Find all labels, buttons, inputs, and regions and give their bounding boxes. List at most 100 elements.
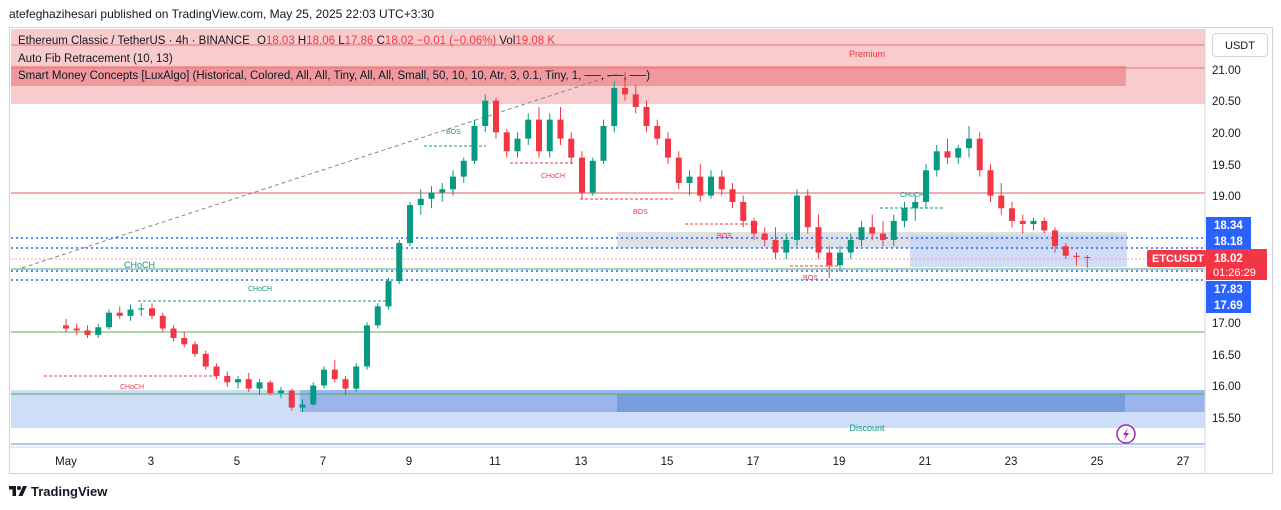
candle-down: [944, 151, 951, 158]
candle-up: [106, 312, 112, 328]
candle-down: [267, 382, 274, 394]
time-tick: 5: [234, 456, 240, 468]
time-tick: 9: [406, 456, 412, 468]
candle-up: [471, 125, 478, 161]
price-tick: 21.00: [1212, 65, 1241, 77]
chart-frame[interactable]: [9, 27, 1273, 474]
candle-down: [493, 100, 499, 133]
choch-label: CHoCH: [541, 173, 565, 180]
candle-up: [912, 201, 919, 209]
candle-down: [826, 252, 833, 266]
candle-up: [611, 87, 618, 126]
candle-down: [181, 338, 188, 345]
choch-label: CHoCH: [900, 192, 924, 199]
candle-up: [374, 306, 381, 326]
time-tick: 19: [833, 456, 846, 468]
candle-down: [729, 189, 736, 202]
candle-down: [84, 330, 91, 335]
low-value: 17.86: [344, 35, 374, 47]
candle-up: [1030, 220, 1037, 225]
open-label: O: [256, 35, 266, 47]
lightning-icon[interactable]: [1116, 424, 1136, 444]
choch-label-large: CHoCH: [124, 260, 155, 270]
candle-down: [536, 119, 542, 152]
candle-down: [149, 308, 155, 316]
candle-down: [622, 87, 628, 95]
price-tick: 20.00: [1212, 128, 1241, 140]
candle-down: [245, 379, 252, 389]
candle-up: [923, 170, 929, 202]
candle-up: [708, 176, 714, 196]
high-value: 18.06: [306, 35, 336, 47]
currency-button[interactable]: USDT: [1212, 33, 1268, 57]
time-tick: 7: [320, 456, 326, 468]
price-tag-1769: 17.69: [1214, 300, 1243, 312]
tradingview-brand[interactable]: TradingView: [9, 484, 107, 499]
last-price-text: 18.02: [1214, 253, 1243, 265]
candle-up: [256, 382, 263, 389]
price-tag-1818: 18.18: [1214, 236, 1243, 248]
time-ticks: May 3 5 7 9 11 13 15 17 19 21 23 25 27: [55, 456, 1189, 468]
candle-up: [321, 369, 327, 386]
candle-down: [987, 170, 994, 196]
candle-down: [1084, 257, 1091, 259]
candle-up: [858, 227, 865, 240]
low-label: L: [338, 35, 345, 47]
open-value: 18.03: [265, 35, 295, 47]
last-price-tag: [1206, 249, 1267, 280]
candle-down: [224, 376, 231, 383]
price-tick: 15.50: [1212, 413, 1241, 425]
candle-up: [847, 239, 854, 253]
candle-up: [600, 125, 607, 161]
time-tick: 25: [1091, 456, 1104, 468]
candle-down: [342, 379, 349, 389]
candle-up: [901, 208, 908, 221]
candle-up: [837, 252, 843, 266]
price-tag-1834: 18.34: [1214, 220, 1243, 232]
candle-up: [235, 379, 241, 383]
countdown-text: 01:26:29: [1213, 267, 1256, 279]
candle-down: [976, 138, 983, 171]
time-tick: 15: [661, 456, 674, 468]
candle-up: [933, 151, 940, 171]
candle-down: [632, 94, 639, 107]
time-tick: 23: [1005, 456, 1018, 468]
candle-up: [460, 160, 467, 177]
candle-down: [1062, 246, 1069, 256]
candle-down: [331, 369, 338, 380]
volume-value: 19.08 K: [515, 35, 556, 47]
publisher-caption: atefeghazihesari published on TradingVie…: [9, 7, 435, 21]
candles: [63, 72, 1091, 413]
candle-down: [718, 176, 725, 190]
price-tag-1783: 17.83: [1214, 284, 1243, 296]
candle-up: [966, 138, 972, 149]
symbol-tag[interactable]: [1147, 250, 1206, 267]
candle-down: [665, 138, 671, 158]
candle-down: [579, 157, 585, 193]
symbol-name[interactable]: Ethereum Classic / TetherUS · 4h · BINAN…: [18, 35, 250, 47]
candle-down: [740, 201, 747, 221]
candle-down: [63, 325, 69, 329]
indicator-fib-legend[interactable]: Auto Fib Retracement (10, 13): [18, 53, 173, 65]
candle-down: [192, 344, 198, 354]
candle-down: [1009, 208, 1015, 221]
close-value: 18.02: [384, 35, 414, 47]
candle-down: [815, 227, 822, 253]
time-tick: 13: [575, 456, 588, 468]
volume-label: Vol: [499, 35, 516, 47]
symbol-legend[interactable]: Ethereum Classic / TetherUS · 4h · BINAN…: [18, 35, 555, 47]
indicator-smc-legend[interactable]: Smart Money Concepts [LuxAlgo] (Historic…: [18, 70, 651, 82]
candle-down: [1052, 230, 1058, 247]
price-tick: 20.50: [1212, 96, 1241, 108]
candle-down: [751, 220, 757, 234]
candle-up: [299, 404, 306, 408]
time-tick: 11: [489, 456, 501, 468]
candle-up: [589, 160, 596, 193]
candle-down: [1019, 220, 1026, 225]
time-tick: 17: [747, 456, 760, 468]
candle-up: [353, 366, 360, 389]
candle-down: [643, 106, 650, 126]
price-tick: 17.00: [1212, 318, 1241, 330]
candle-up: [955, 148, 962, 158]
